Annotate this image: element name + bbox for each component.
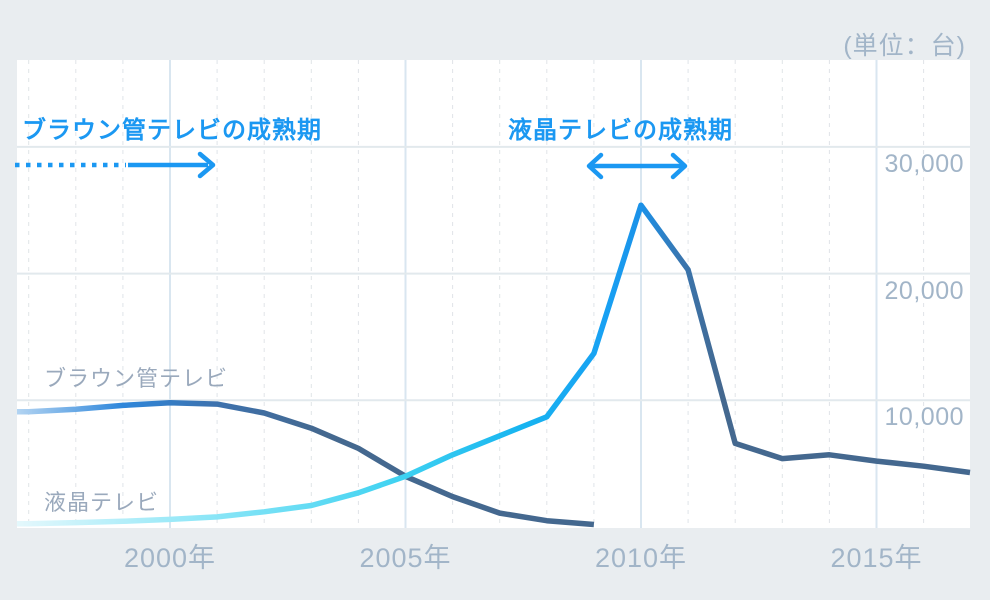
annotation-lcd-maturity: 液晶テレビの成熟期 xyxy=(508,117,733,144)
series-line-crt xyxy=(17,400,595,528)
plot-area xyxy=(17,60,970,528)
x-tick-2000: 2000年 xyxy=(123,543,217,573)
y-tick-30000: 30,000 xyxy=(884,149,964,178)
y-tick-10000: 10,000 xyxy=(884,403,964,432)
series-label-lcd: 液晶テレビ xyxy=(44,490,160,515)
gridlines xyxy=(17,60,970,528)
series-line-lcd xyxy=(17,202,971,527)
annotation-crt-maturity: ブラウン管テレビの成熟期 xyxy=(22,117,322,144)
y-tick-20000: 20,000 xyxy=(884,276,964,305)
unit-label: (単位：台) xyxy=(843,32,966,60)
annotation-arrows xyxy=(15,151,688,180)
series-label-crt: ブラウン管テレビ xyxy=(44,366,229,391)
x-tick-2005: 2005年 xyxy=(359,543,452,573)
series-lines xyxy=(17,202,971,528)
x-tick-2010: 2010年 xyxy=(594,543,688,573)
x-tick-2015: 2015年 xyxy=(830,543,923,573)
